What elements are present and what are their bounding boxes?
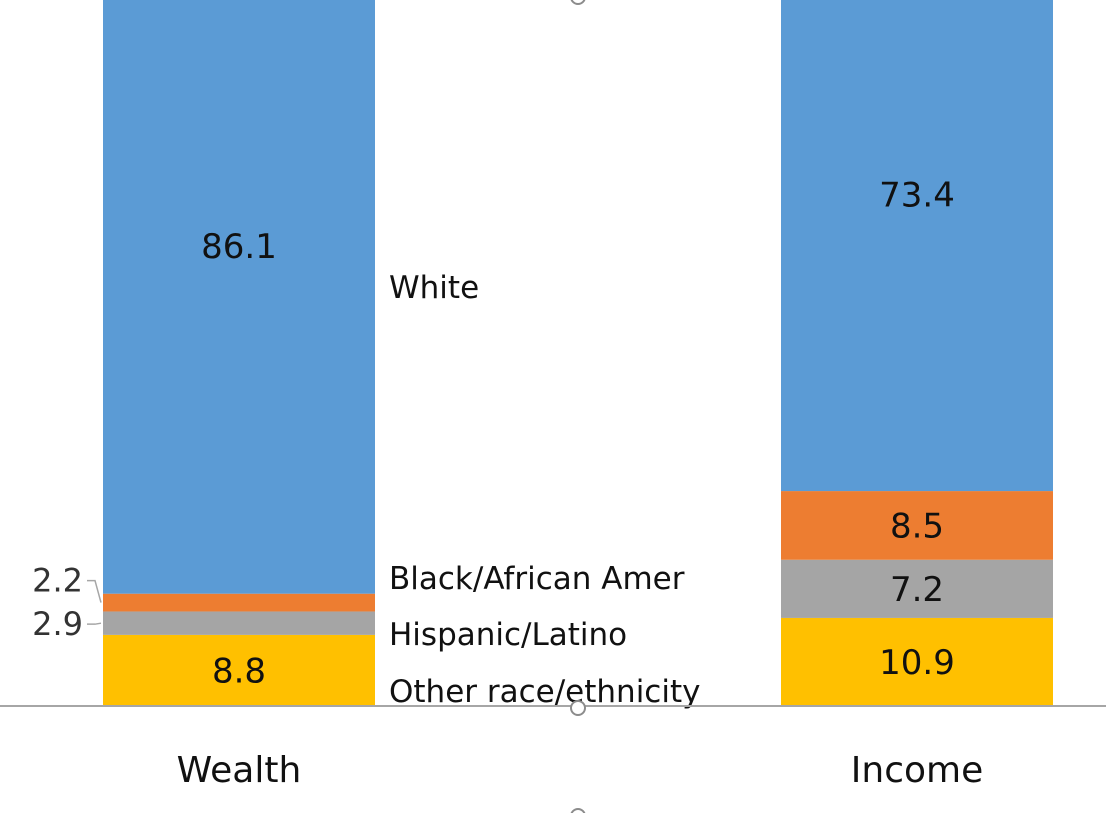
bars-layer (103, 0, 1053, 706)
legend-label-other-race-ethnicity: Other race/ethnicity (389, 674, 700, 710)
data-label-wealth-white: 86.1 (201, 227, 277, 267)
bar-wealth-black-african-amer (103, 593, 375, 612)
data-label-wealth-black-african-amer: 2.2 (32, 562, 83, 600)
data-label-income-hispanic-latino: 7.2 (890, 570, 944, 610)
resize-handle-2[interactable] (570, 700, 586, 716)
leader-line-wealth-black-african-amer (87, 579, 102, 603)
data-label-income-other-race-ethnicity: 10.9 (879, 643, 955, 683)
legend-label-black-african-amer: Black/African Amer (389, 561, 685, 597)
data-label-income-black-african-amer: 8.5 (890, 506, 944, 546)
bar-wealth-other-race-ethnicity (103, 634, 375, 706)
legend-label-white: White (389, 270, 479, 306)
resize-handle-3[interactable] (570, 808, 586, 813)
bar-wealth-white (103, 0, 375, 594)
data-label-wealth-other-race-ethnicity: 8.8 (212, 651, 266, 691)
leader-line-wealth-hispanic-latino (87, 622, 102, 625)
bar-income-black-african-amer (781, 491, 1053, 560)
bar-income-other-race-ethnicity (781, 617, 1053, 706)
bar-income-hispanic-latino (781, 559, 1053, 618)
data-label-income-white: 73.4 (879, 176, 955, 216)
labels-layer: 8.8 2.9 2.2 86.1 10.9 7.2 8.5 73.4 (32, 176, 955, 692)
resize-handle-1[interactable] (570, 0, 586, 5)
legend-label-hispanic-latino: Hispanic/Latino (389, 617, 627, 653)
bar-income-white (781, 0, 1053, 492)
category-label-wealth: Wealth (177, 750, 302, 791)
bar-wealth-hispanic-latino (103, 611, 375, 635)
data-label-wealth-hispanic-latino: 2.9 (32, 605, 83, 643)
legend-layer: Other race/ethnicity Hispanic/Latino Black… (389, 270, 700, 710)
category-label-income: Income (851, 750, 983, 791)
